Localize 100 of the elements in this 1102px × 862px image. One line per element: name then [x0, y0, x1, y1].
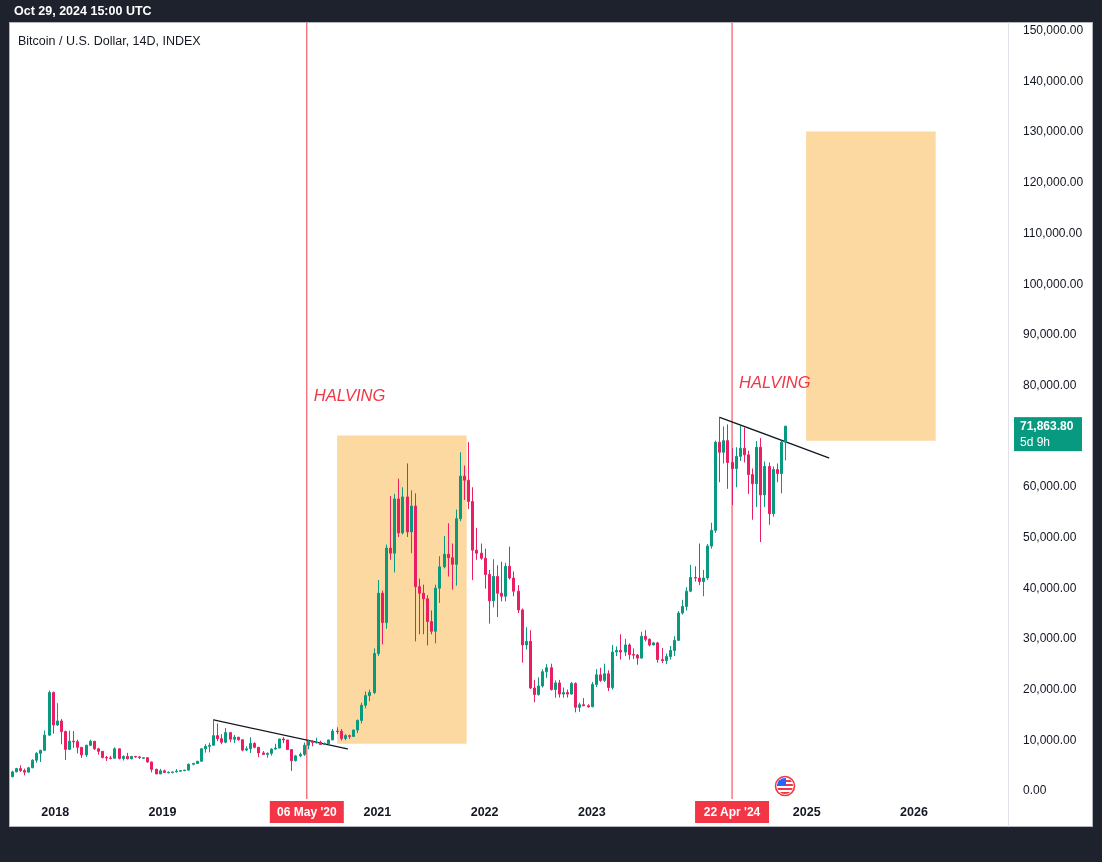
candlestick	[233, 734, 236, 744]
candlestick	[570, 681, 573, 696]
text: 5d 9h	[1020, 434, 1051, 449]
candlestick	[414, 492, 417, 642]
candlestick	[661, 647, 664, 664]
candlestick	[401, 486, 404, 535]
candlestick	[122, 754, 125, 761]
candlestick	[722, 425, 725, 464]
candlestick	[109, 755, 112, 760]
candlestick	[755, 440, 758, 508]
candlestick	[554, 679, 557, 699]
candlestick	[759, 437, 762, 543]
candlestick	[624, 638, 627, 657]
candlestick	[113, 746, 116, 759]
candlestick	[93, 740, 96, 751]
candlestick	[393, 493, 396, 573]
y-tick-label: 0.00	[1023, 783, 1047, 798]
candlestick	[224, 727, 227, 744]
candlestick	[303, 741, 306, 757]
candlestick	[101, 750, 104, 759]
candlestick	[587, 703, 590, 709]
candlestick	[763, 460, 766, 508]
candlestick	[718, 416, 721, 483]
candlestick	[249, 736, 252, 754]
candlestick	[389, 495, 392, 561]
candlestick	[150, 761, 153, 773]
candlestick	[492, 558, 495, 608]
candlestick	[731, 447, 734, 506]
candlestick	[348, 734, 351, 740]
text: Bitcoin / U.S. Dollar, 14D, INDEX	[18, 34, 202, 48]
candlestick	[381, 590, 384, 645]
annotation: HALVING	[313, 386, 386, 405]
candlestick	[772, 466, 775, 518]
candlestick	[344, 733, 347, 741]
candlestick	[603, 663, 606, 683]
candlestick	[15, 767, 18, 773]
candlestick	[105, 755, 108, 762]
y-tick-label: 120,000.00	[1023, 175, 1084, 190]
candlestick	[574, 681, 577, 713]
candlestick	[607, 669, 610, 692]
candlestick	[52, 691, 55, 735]
candlestick	[241, 739, 244, 752]
candlestick	[11, 770, 14, 778]
y-tick-label: 60,000.00	[1023, 479, 1077, 494]
y-tick-label: 90,000.00	[1023, 327, 1077, 342]
candlestick	[159, 768, 162, 775]
candlestick	[171, 771, 174, 774]
candlestick	[496, 564, 499, 618]
candlestick	[397, 478, 400, 538]
annotation: HALVING	[739, 373, 811, 392]
candlestick	[550, 663, 553, 692]
y-tick-label: 150,000.00	[1023, 23, 1084, 38]
candlestick	[410, 489, 413, 554]
candlestick	[562, 686, 565, 699]
y-tick-label: 110,000.00	[1023, 225, 1083, 240]
text: 71,863.80	[1020, 419, 1074, 434]
candlestick	[319, 740, 322, 746]
candlestick	[118, 748, 121, 760]
candlestick	[142, 756, 145, 760]
x-tick-label: 2018	[41, 805, 70, 819]
candlestick	[179, 770, 182, 773]
y-tick-label: 130,000.00	[1023, 124, 1084, 139]
candlestick	[525, 626, 528, 650]
candlestick	[126, 752, 129, 760]
candlestick	[566, 689, 569, 699]
ref-line-label: 22 Apr '24	[703, 805, 761, 819]
x-tick-label: 2026	[900, 805, 928, 819]
candlestick	[331, 728, 334, 741]
x-tick-label: 2021	[363, 805, 392, 819]
candlestick	[504, 562, 507, 602]
candlestick	[262, 750, 265, 756]
candlestick	[278, 738, 281, 749]
candlestick	[85, 744, 88, 758]
candlestick	[216, 722, 219, 742]
y-tick-label: 40,000.00	[1023, 580, 1077, 595]
y-tick-label: 50,000.00	[1023, 529, 1077, 544]
candlestick	[726, 423, 729, 490]
y-tick-label: 80,000.00	[1023, 377, 1077, 392]
candlestick	[578, 702, 581, 713]
candlestick	[776, 462, 779, 483]
candlestick	[294, 754, 297, 762]
candlestick	[134, 755, 137, 759]
x-tick-label: 2023	[577, 805, 606, 819]
y-tick-label: 10,000.00	[1023, 732, 1077, 747]
candlestick	[644, 629, 647, 642]
candlestick	[68, 730, 71, 751]
candlestick	[192, 762, 195, 766]
candlestick	[56, 702, 59, 727]
candlestick	[19, 764, 22, 773]
y-tick-label: 20,000.00	[1023, 682, 1077, 697]
chart-subtitle: Oct 29, 2024 15:00 UTC	[14, 4, 152, 18]
candlestick	[175, 768, 178, 773]
candlestick	[35, 751, 38, 764]
ref-line-label: 06 May '20	[277, 805, 337, 819]
candlestick	[619, 633, 622, 661]
candlestick	[266, 751, 269, 759]
y-tick-label: 140,000.00	[1023, 73, 1084, 88]
y-tick-label: 100,000.00	[1023, 276, 1084, 291]
candlestick	[652, 641, 655, 646]
y-tick-label: 30,000.00	[1023, 631, 1077, 646]
